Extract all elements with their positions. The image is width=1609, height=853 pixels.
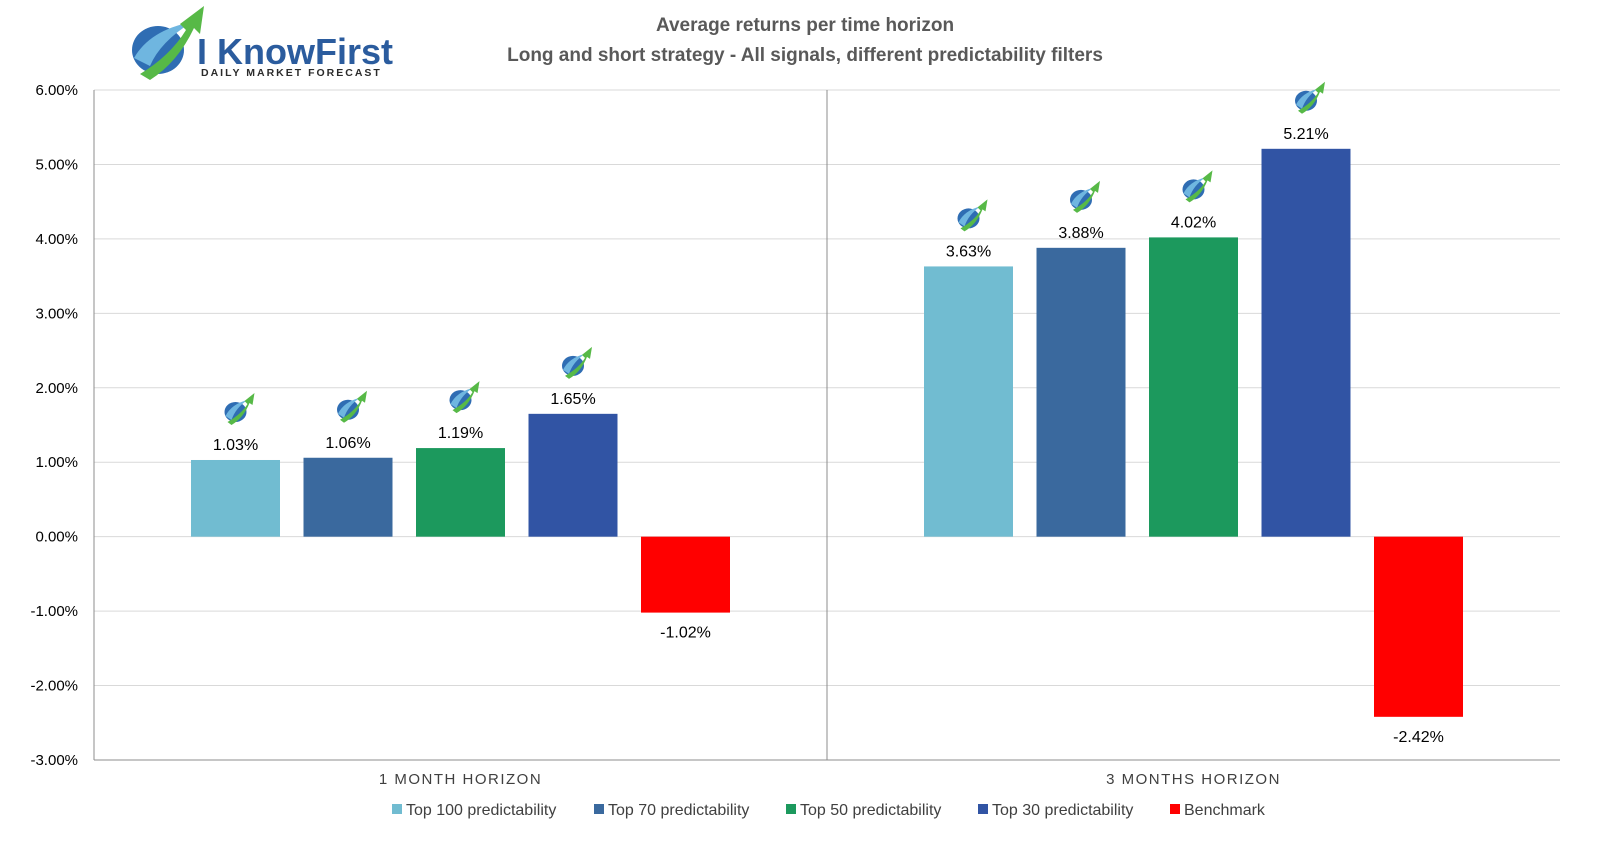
y-axis-ticks: 6.00% 5.00% 4.00% 3.00% 2.00% 1.00% 0.00% -1.00… xyxy=(30,82,78,769)
logo-icon xyxy=(132,6,204,80)
data-label: 3.63% xyxy=(946,243,991,260)
chart-subtitle: Long and short strategy - All signals, d… xyxy=(507,45,1103,66)
x-axis-categories: 1 MONTH HORIZON 3 MONTHS HORIZON xyxy=(379,771,1281,788)
bar xyxy=(416,448,505,537)
bar-marker-icon xyxy=(224,392,255,425)
y-tick-label: 2.00% xyxy=(35,380,78,397)
y-tick-label: -3.00% xyxy=(30,752,78,769)
legend-swatch xyxy=(1170,804,1180,814)
bar-marker-icon xyxy=(449,381,480,414)
logo-wordmark: I KnowFirst xyxy=(197,31,393,72)
bar xyxy=(191,459,280,537)
legend-entry: Top 50 predictability xyxy=(800,802,941,819)
y-tick-label: 5.00% xyxy=(35,156,78,173)
legend-entry: Benchmark xyxy=(1184,802,1266,819)
bar xyxy=(1261,148,1351,537)
bar xyxy=(1036,247,1126,537)
bar-marker-icons xyxy=(224,81,1325,425)
data-label: 1.19% xyxy=(438,425,483,442)
legend-swatch xyxy=(978,804,988,814)
y-tick-label: -1.00% xyxy=(30,603,78,620)
logo-tagline: Daily Market Forecast xyxy=(201,67,382,79)
bar-marker-icon xyxy=(337,390,367,423)
legend: Top 100 predictability Top 70 predictabil… xyxy=(392,802,1266,819)
data-label: 4.02% xyxy=(1171,214,1216,231)
y-tick-label: -2.00% xyxy=(30,678,78,695)
bar xyxy=(1374,536,1463,717)
axes xyxy=(93,90,1560,761)
data-label: -2.42% xyxy=(1393,729,1444,746)
bars xyxy=(191,148,1463,717)
company-logo: I KnowFirst Daily Market Forecast xyxy=(132,6,393,80)
data-label: 1.06% xyxy=(325,435,370,452)
bar xyxy=(641,536,730,613)
data-label: 1.65% xyxy=(550,391,595,408)
data-labels: 1.03% 1.06% 1.19% 1.65% -1.02% 3.63% 3.88% 4.02… xyxy=(213,126,1444,746)
bar-marker-icon xyxy=(1295,81,1325,114)
data-label: 1.03% xyxy=(213,437,258,454)
legend-swatch xyxy=(594,804,604,814)
x-category-label: 1 MONTH HORIZON xyxy=(379,771,542,788)
legend-entry: Top 100 predictability xyxy=(406,802,556,819)
bar xyxy=(303,457,393,537)
y-tick-label: 3.00% xyxy=(35,305,78,322)
data-label: -1.02% xyxy=(660,625,711,642)
legend-entry: Top 30 predictability xyxy=(992,802,1133,819)
y-tick-label: 1.00% xyxy=(35,454,78,471)
bar-marker-icon xyxy=(562,346,592,379)
data-label: 3.88% xyxy=(1058,225,1103,242)
bar-marker-icon xyxy=(957,199,988,232)
y-tick-label: 6.00% xyxy=(35,82,78,99)
y-tick-label: 4.00% xyxy=(35,231,78,248)
bar-marker-icon xyxy=(1182,170,1213,203)
legend-swatch xyxy=(786,804,796,814)
chart-title: Average returns per time horizon xyxy=(656,15,954,36)
bar xyxy=(924,266,1013,537)
bar-marker-icon xyxy=(1070,180,1100,213)
legend-swatch xyxy=(392,804,402,814)
data-label: 5.21% xyxy=(1283,126,1328,143)
y-tick-label: 0.00% xyxy=(35,529,78,546)
legend-entry: Top 70 predictability xyxy=(608,802,749,819)
bar xyxy=(528,413,618,537)
bar xyxy=(1149,237,1238,537)
x-category-label: 3 MONTHS HORIZON xyxy=(1106,771,1281,788)
